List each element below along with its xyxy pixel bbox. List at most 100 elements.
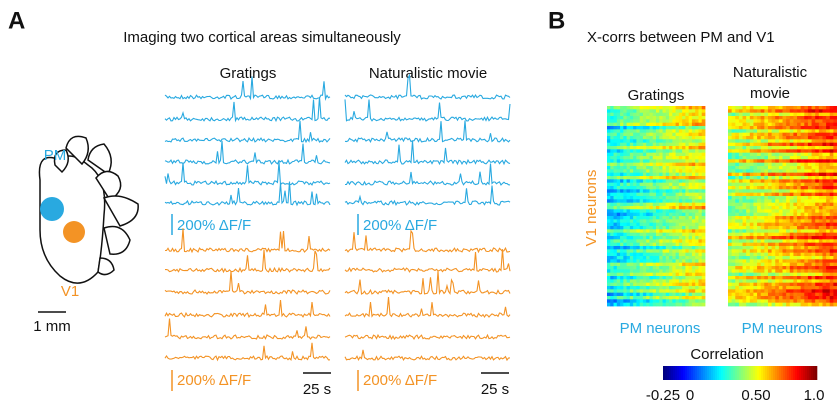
heat-cell: [782, 252, 787, 257]
heat-cell: [652, 196, 657, 200]
heat-cell: [746, 119, 751, 124]
heat-cell: [778, 266, 783, 270]
heat-cell: [613, 189, 618, 194]
heat-cell: [811, 189, 816, 194]
colorbar-cell: [787, 366, 790, 380]
heat-cell: [746, 192, 751, 197]
heat-cell: [607, 139, 611, 144]
scale-label: 200% ΔF/F: [363, 372, 437, 389]
heat-cell: [685, 242, 690, 247]
heat-cell: [815, 129, 820, 134]
heat-cell: [639, 166, 644, 170]
heat-cell: [753, 169, 758, 174]
heat-cell: [757, 182, 762, 187]
heat-cell: [649, 162, 654, 167]
heat-cell: [749, 149, 754, 154]
heat-cell: [818, 116, 823, 120]
heat-cell: [793, 286, 798, 290]
heat-cell: [833, 216, 837, 220]
heat-cell: [662, 292, 667, 297]
heat-cell: [669, 206, 673, 210]
heat-cell: [807, 129, 812, 134]
heat-cell: [652, 302, 657, 307]
heat-cell: [811, 166, 816, 170]
heat-cell: [807, 162, 812, 167]
heat-cell: [695, 202, 699, 207]
heat-cell: [749, 262, 754, 267]
heat-cell: [764, 266, 769, 270]
heat-cell: [701, 186, 706, 190]
heat-cell: [701, 176, 706, 180]
heat-cell: [662, 136, 667, 140]
heat-cell: [728, 232, 733, 237]
heat-cell: [649, 266, 654, 270]
heat-cell: [701, 169, 706, 174]
heat-cell: [701, 232, 706, 237]
heat-cell: [669, 146, 673, 150]
heat-cell: [815, 299, 820, 304]
heat-cell: [735, 186, 740, 190]
heat-cell: [760, 209, 765, 214]
heat-cell: [742, 252, 747, 257]
heat-cell: [633, 142, 637, 147]
heat-cell: [746, 179, 751, 184]
heat-cell: [793, 199, 798, 204]
heat-cell: [639, 249, 644, 254]
heat-cell: [685, 236, 690, 240]
heat-cell: [764, 199, 769, 204]
heat-cell: [738, 159, 743, 164]
heat-cell: [659, 252, 663, 257]
heat-cell: [629, 149, 634, 154]
heat-cell: [623, 169, 627, 174]
heat-cell: [691, 226, 696, 230]
heat-cell: [698, 129, 703, 134]
heat-cell: [731, 199, 736, 204]
heat-cell: [639, 186, 644, 190]
heat-cell: [636, 242, 641, 247]
heat-cell: [764, 169, 769, 174]
heat-cell: [749, 239, 754, 244]
heat-cell: [742, 116, 747, 120]
heat-cell: [775, 142, 780, 147]
heat-cell: [678, 162, 683, 167]
heat-cell: [749, 179, 754, 184]
heat-cell: [636, 292, 641, 297]
heat-cell: [701, 272, 706, 277]
heat-cell: [728, 189, 733, 194]
heat-cell: [764, 122, 769, 127]
heat-cell: [731, 266, 736, 270]
heat-cell: [629, 146, 634, 150]
heat-cell: [728, 162, 733, 167]
heat-cell: [804, 232, 809, 237]
heat-cell: [616, 246, 621, 250]
heat-cell: [678, 269, 683, 274]
heat-cell: [616, 116, 621, 120]
heat-cell: [789, 186, 794, 190]
heat-cell: [698, 226, 703, 230]
heat-cell: [804, 152, 809, 157]
heat-cell: [629, 206, 634, 210]
heat-cell: [669, 169, 673, 174]
heat-cell: [613, 126, 618, 130]
heat-cell: [620, 209, 624, 214]
heat-cell: [672, 182, 676, 187]
heat-cell: [771, 279, 776, 284]
heat-cell: [678, 149, 683, 154]
heat-cell: [682, 242, 686, 247]
heat-cell: [636, 132, 641, 137]
heat-cell: [607, 212, 611, 217]
heat-cell: [793, 119, 798, 124]
heat-cell: [749, 296, 754, 300]
heat-cell: [728, 242, 733, 247]
heat-cell: [786, 139, 791, 144]
colorbar-cell: [739, 366, 742, 380]
heat-cell: [626, 276, 631, 280]
heat-cell: [753, 172, 758, 177]
heat-cell: [633, 246, 637, 250]
heat-cell: [822, 302, 827, 307]
heat-cell: [767, 292, 772, 297]
heat-cell: [607, 272, 611, 277]
heat-cell: [800, 212, 805, 217]
heat-cell: [669, 139, 673, 144]
heat-cell: [652, 252, 657, 257]
